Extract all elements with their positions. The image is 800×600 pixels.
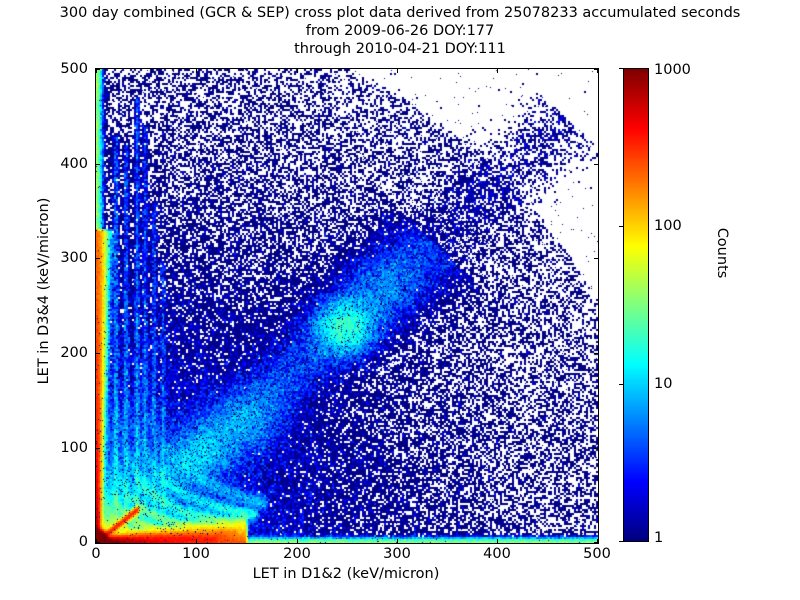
x-axis-label: LET in D1&2 (keV/micron): [252, 566, 440, 582]
colorbar-label-100: 100: [654, 218, 682, 234]
title-line-2: from 2009-06-26 DOY:177: [305, 23, 495, 39]
ytick-right-400: [594, 164, 598, 165]
xtick-top-200: [297, 69, 298, 73]
colorbar: 1000 100 10 1: [619, 62, 691, 546]
xticklabel-0: 0: [91, 546, 101, 562]
ytick-0: [96, 542, 100, 543]
ytick-right-300: [594, 258, 598, 259]
xtick-100: [196, 539, 197, 543]
xtick-top-500: [597, 69, 598, 73]
xticklabel-500: 500: [583, 546, 611, 562]
colorbar-gradient: [623, 68, 649, 542]
let-cross-plot-heatmap: [96, 69, 598, 543]
colorbar-label-1: 1: [654, 530, 664, 546]
title-line-1: 300 day combined (GCR & SEP) cross plot …: [59, 5, 741, 21]
ytick-400: [96, 164, 100, 165]
xtick-top-300: [397, 69, 398, 73]
xticklabel-100: 100: [182, 546, 210, 562]
title-line-3: through 2010-04-21 DOY:111: [294, 41, 506, 57]
y-axis-label: LET in D3&4 (keV/micron): [36, 197, 52, 385]
ytick-300: [96, 258, 100, 259]
colorbar-tick-100: [619, 226, 623, 227]
xtick-top-400: [497, 69, 498, 73]
xticklabel-400: 400: [483, 546, 511, 562]
chart-title: 300 day combined (GCR & SEP) cross plot …: [0, 4, 800, 58]
xtick-400: [497, 539, 498, 543]
xtick-300: [397, 539, 398, 543]
plot-area: [95, 68, 599, 544]
ytick-200: [96, 353, 100, 354]
ytick-100: [96, 448, 100, 449]
xtick-200: [297, 539, 298, 543]
colorbar-tick-1: [619, 541, 623, 542]
xticklabel-200: 200: [283, 546, 311, 562]
xtick-top-0: [96, 69, 97, 73]
yticklabel-300: 300: [60, 250, 88, 266]
xtick-0: [96, 539, 97, 543]
yticklabel-400: 400: [60, 156, 88, 172]
xticklabel-300: 300: [383, 546, 411, 562]
xtick-top-100: [196, 69, 197, 73]
ytick-right-0: [594, 542, 598, 543]
colorbar-tick-10: [619, 384, 623, 385]
yticklabel-100: 100: [60, 440, 88, 456]
colorbar-title: Counts: [714, 227, 730, 279]
yticklabel-0: 0: [78, 534, 88, 550]
yticklabel-200: 200: [60, 345, 88, 361]
colorbar-label-10: 10: [654, 376, 673, 392]
colorbar-label-1000: 1000: [654, 62, 691, 78]
ytick-right-500: [594, 69, 598, 70]
ytick-500: [96, 69, 100, 70]
ytick-right-200: [594, 353, 598, 354]
colorbar-tick-1000: [619, 68, 623, 69]
yticklabel-500: 500: [60, 61, 88, 77]
ytick-right-100: [594, 448, 598, 449]
xtick-500: [597, 539, 598, 543]
